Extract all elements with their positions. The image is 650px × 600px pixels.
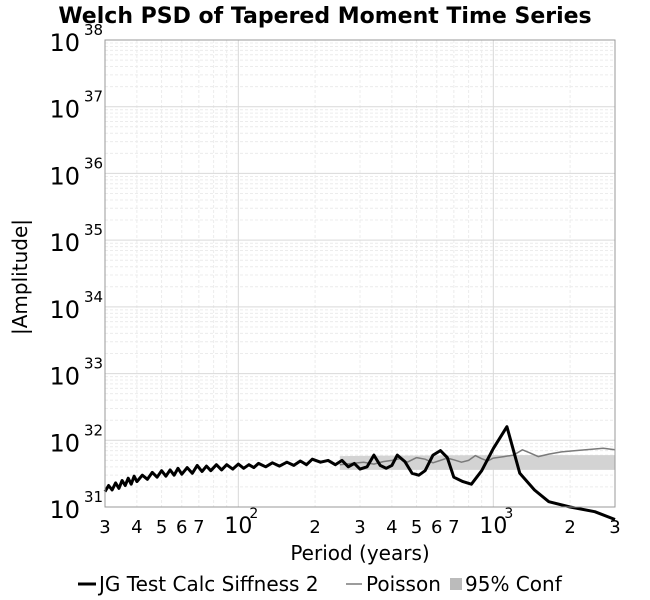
x-axis-label: Period (years) [290,541,429,565]
y-tick-exponent: 38 [84,21,103,39]
x-tick-label: 7 [448,517,459,538]
x-tick-label: 4 [386,517,397,538]
legend-label-psd: JG Test Calc Siffness 2 [97,572,319,596]
x-tick-label: 6 [431,517,442,538]
y-tick-exponent: 35 [84,221,103,239]
y-tick-exponent: 37 [84,88,103,106]
x-tick-label: 10 [224,514,252,539]
y-tick-label: 10 [49,229,80,257]
y-tick-exponent: 33 [84,355,103,373]
series-line-poisson [339,447,616,466]
y-tick-label: 10 [49,296,80,324]
legend: JG Test Calc Siffness 2 Poisson 95% Conf [78,572,563,596]
series-line-psd [103,425,616,521]
y-tick-label: 10 [49,496,80,524]
plot-frame [104,39,616,508]
y-tick-label: 10 [49,429,80,457]
x-tick-label: 7 [193,517,204,538]
x-tick-label: 5 [411,517,422,538]
y-tick-label: 10 [49,96,80,124]
y-tick-label: 10 [49,29,80,57]
x-tick-label: 3 [609,517,620,538]
x-tick-exponent: 3 [504,506,513,522]
y-axis-label: |Amplitude| [8,219,32,335]
y-tick-label: 10 [49,162,80,190]
legend-label-conf: 95% Conf [465,572,563,596]
y-tick-label: 10 [49,363,80,391]
y-tick-exponent: 36 [84,154,103,172]
x-tick-label: 3 [99,517,110,538]
y-tick-exponent: 31 [84,488,103,506]
x-tick-exponent: 2 [249,506,258,522]
x-tick-label: 6 [176,517,187,538]
x-tick-label: 5 [156,517,167,538]
x-tick-label: 2 [564,517,575,538]
x-tick-label: 4 [131,517,142,538]
x-tick-label: 10 [479,514,507,539]
legend-swatch-conf [450,578,462,590]
y-tick-exponent: 34 [84,288,103,306]
legend-label-poisson: Poisson [366,572,441,596]
series-lines [103,425,616,521]
x-tick-label: 2 [309,517,320,538]
chart-title: Welch PSD of Tapered Moment Time Series [58,4,591,29]
x-tick-label: 3 [354,517,365,538]
y-tick-exponent: 32 [84,421,103,439]
